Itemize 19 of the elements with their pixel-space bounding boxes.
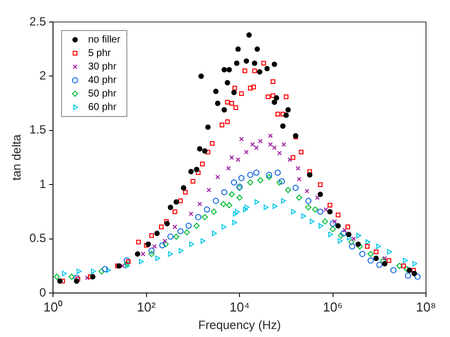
y-tick-label: 0 xyxy=(39,285,46,300)
y-tick-label: 0.5 xyxy=(29,231,46,246)
y-axis-title: tan delta xyxy=(10,134,24,181)
legend-label: 5 phr xyxy=(88,48,112,59)
legend-label: 50 phr xyxy=(88,88,118,100)
x-tick-label: 10² xyxy=(136,299,156,314)
x-axis-title: Frequency (Hz) xyxy=(198,318,281,332)
legend-label: 60 phr xyxy=(88,102,118,113)
x-tick-label: 10⁰ xyxy=(43,299,63,314)
x-tick-label: 10⁸ xyxy=(416,299,436,314)
x-tick-label: 10⁶ xyxy=(322,299,343,314)
legend-label: 30 phr xyxy=(88,62,118,72)
y-tick-label: 1.5 xyxy=(29,122,46,137)
legend-label: no filler xyxy=(88,34,121,46)
legend-label: 40 phr xyxy=(88,75,118,86)
y-tick-label: 2.5 xyxy=(29,14,46,28)
x-tick-label: 10⁴ xyxy=(230,299,250,314)
y-tick-label: 2 xyxy=(39,68,46,83)
y-tick-label: 1 xyxy=(39,176,46,191)
